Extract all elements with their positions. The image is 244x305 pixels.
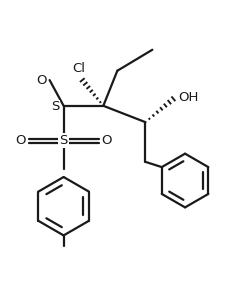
Text: Cl: Cl bbox=[72, 63, 85, 75]
Text: O: O bbox=[16, 134, 26, 147]
Text: O: O bbox=[36, 74, 47, 87]
Text: S: S bbox=[60, 134, 68, 147]
Text: OH: OH bbox=[178, 91, 198, 104]
Text: O: O bbox=[101, 134, 112, 147]
Text: S: S bbox=[51, 100, 59, 113]
